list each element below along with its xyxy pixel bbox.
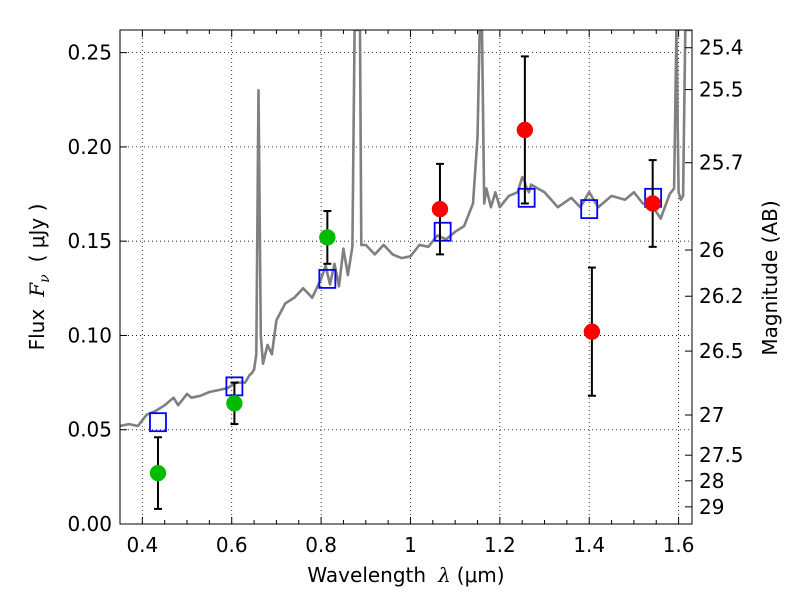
x-tick-label: 1.6 [663,533,695,557]
y2-tick-label: 27.5 [699,443,744,467]
photometry-point [149,464,167,482]
photometry-point [319,229,336,246]
y-tick-label: 0.15 [67,229,112,253]
y-axis-label: FluxFν( μJy ) [25,204,53,351]
model-square-marker [517,187,536,208]
y-tick-label: 0.25 [67,41,112,65]
y2-tick-label: 28 [699,469,724,493]
x-axis-label: Wavelength λ (μm) [307,563,504,587]
y2-tick-label: 27 [699,403,724,427]
model-square-marker [433,221,452,242]
photometry-point [431,200,449,218]
model-square-marker [580,199,599,220]
series-layer [120,30,692,428]
y2-tick-label: 29 [699,495,724,519]
y2-axis-label: Magnitude (AB) [758,200,782,355]
y-tick-label: 0.20 [67,135,112,159]
y2-tick-label: 25.4 [699,36,744,60]
model-square-marker [318,268,337,289]
photometry-point [644,195,661,212]
y2-tick-label: 26.5 [699,339,744,363]
y-tick-label: 0.10 [67,323,112,347]
photometry-point [583,323,601,340]
x-tick-label: 1.4 [573,533,605,557]
x-tick-label: 0.6 [216,533,248,557]
markers-layer [149,55,663,510]
x-tick-label: 0.8 [305,533,337,557]
x-tick-label: 1.2 [484,533,516,557]
y2-tick-label: 26.2 [699,284,744,308]
x-tick-label: 0.4 [126,533,158,557]
photometry-point [516,121,534,139]
ticks-layer: 0.4 0.6 0.8 1 1.2 1.4 1.6 0.00 0.05 0.10 0.15 0.20 0… [67,30,744,557]
plot-frame [119,29,693,525]
sed-model-line [120,30,692,428]
y2-tick-label: 25.7 [699,151,744,175]
model-square-marker [149,412,167,433]
photometry-point [226,395,243,412]
y-tick-label: 0.00 [67,512,112,536]
grid-lines [120,30,692,524]
x-tick-label: 1 [404,533,417,557]
y2-tick-label: 25.5 [699,78,744,102]
y2-tick-label: 26 [699,238,724,262]
y-tick-label: 0.05 [67,418,112,442]
